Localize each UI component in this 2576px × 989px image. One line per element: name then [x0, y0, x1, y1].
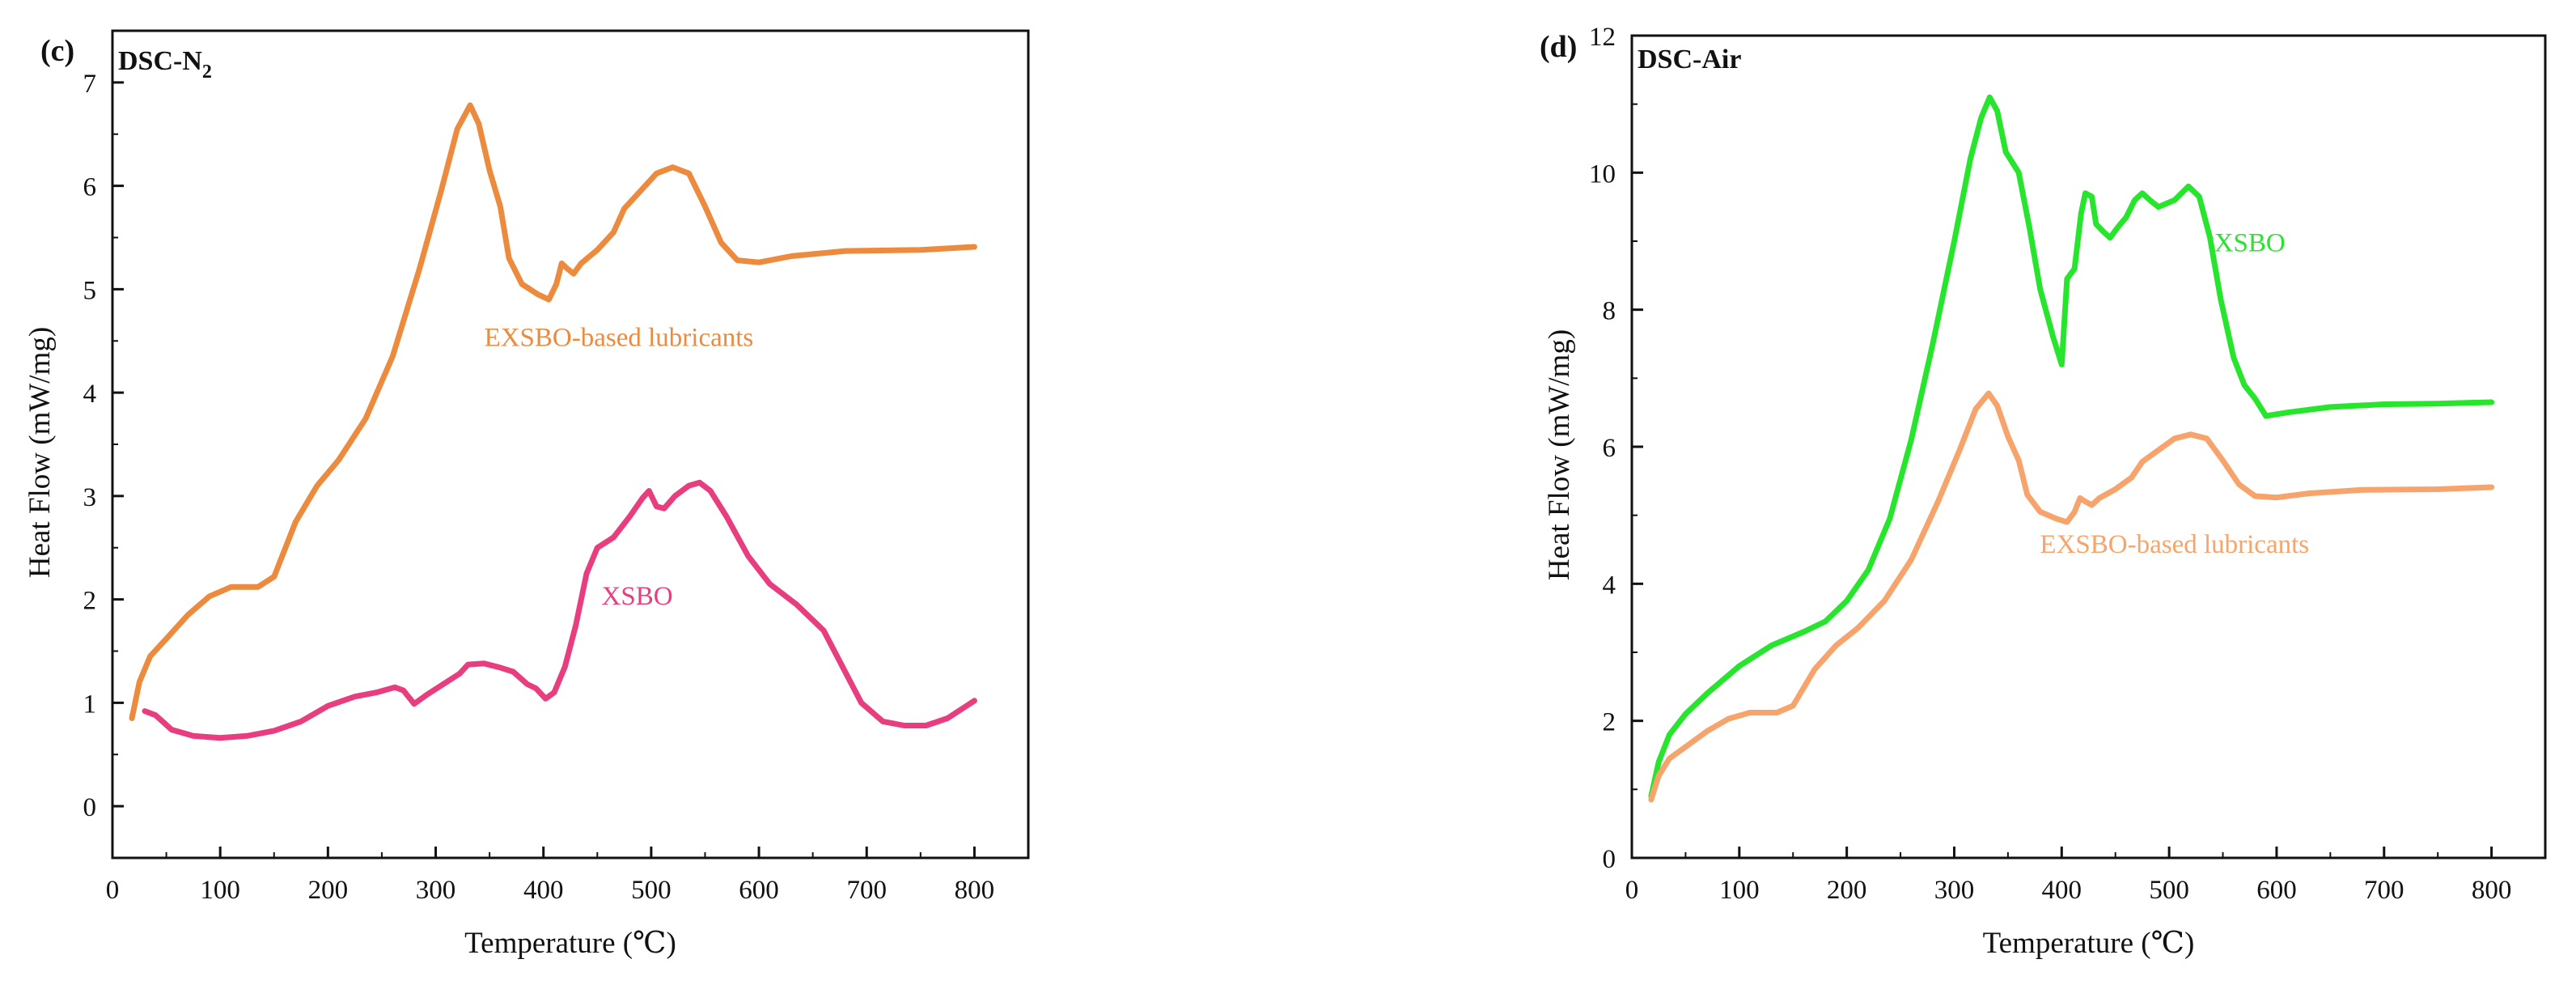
y-tick-label: 7 [83, 70, 97, 99]
series-line-exsbo [129, 102, 977, 721]
x-tick-label: 0 [1625, 876, 1639, 905]
x-tick-label: 400 [523, 876, 564, 905]
y-tick-label: 4 [83, 380, 97, 409]
y-tick-label: 0 [83, 793, 97, 822]
plot-title: DSC-Air [1638, 45, 1741, 74]
x-tick-label: 800 [2472, 876, 2512, 905]
plot-title-text: DSC-Air [1638, 45, 1741, 74]
series-label-exsbo: EXSBO-based lubricants [485, 324, 754, 353]
plot-frame [1630, 34, 2547, 860]
x-tick-label: 700 [2364, 876, 2404, 905]
x-tick-label: 200 [1827, 876, 1867, 905]
y-tick-label: 12 [1589, 23, 1616, 52]
x-tick-label: 300 [416, 876, 456, 905]
x-tick-label: 600 [739, 876, 779, 905]
x-tick-label: 100 [1719, 876, 1760, 905]
panel-label: (c) [40, 34, 74, 68]
y-axis-label: Heat Flow (mW/mg) [1543, 329, 1576, 580]
x-tick-label: 300 [1934, 876, 1975, 905]
y-tick-label: 6 [83, 173, 97, 202]
chart-panel-d: 0 100 200 300 400 500 600 700 800 0 2 4 6 8 10 12 Temper… [1540, 23, 2547, 960]
series-line-xsbo [1648, 94, 2495, 800]
x-tick-label: 0 [106, 876, 120, 905]
y-tick-label: 2 [83, 587, 97, 616]
x-tick-label: 500 [2149, 876, 2189, 905]
plot-title: DSC-N2 [118, 46, 212, 83]
x-tick-label: 800 [955, 876, 995, 905]
y-tick-label: 5 [83, 276, 97, 305]
plot-title-subscript: 2 [202, 62, 212, 83]
y-tick-label: 0 [1603, 845, 1616, 874]
series-label-exsbo: EXSBO-based lubricants [2040, 530, 2309, 559]
y-tick-label: 1 [83, 690, 97, 719]
x-tick-label: 200 [308, 876, 349, 905]
x-tick-label: 100 [200, 876, 240, 905]
x-tick-label: 500 [631, 876, 672, 905]
x-tick-label: 600 [2256, 876, 2297, 905]
series-label-xsbo: XSBO [2214, 229, 2286, 258]
y-axis-label: Heat Flow (mW/mg) [23, 327, 57, 578]
y-tick-label: 6 [1603, 434, 1616, 463]
x-axis-label: Temperature (℃) [1983, 927, 2195, 960]
series-line-xsbo [142, 479, 977, 741]
x-axis-label: Temperature (℃) [464, 927, 676, 960]
plot-title-text: DSC-N [118, 46, 202, 76]
y-tick-label: 3 [83, 483, 97, 512]
x-tick-label: 700 [846, 876, 887, 905]
chart-panel-c: 0 100 200 300 400 500 600 700 800 0 1 2 3 4 5 6 7 Tempera… [23, 29, 1030, 960]
y-tick-label: 10 [1589, 159, 1616, 189]
x-tick-label: 400 [2042, 876, 2082, 905]
series-label-xsbo: XSBO [602, 582, 673, 611]
y-tick-label: 2 [1603, 708, 1616, 737]
series-line-exsbo [1648, 390, 2495, 803]
panel-label: (d) [1540, 30, 1577, 64]
y-tick-label: 8 [1603, 297, 1616, 326]
y-tick-label: 4 [1603, 571, 1616, 600]
